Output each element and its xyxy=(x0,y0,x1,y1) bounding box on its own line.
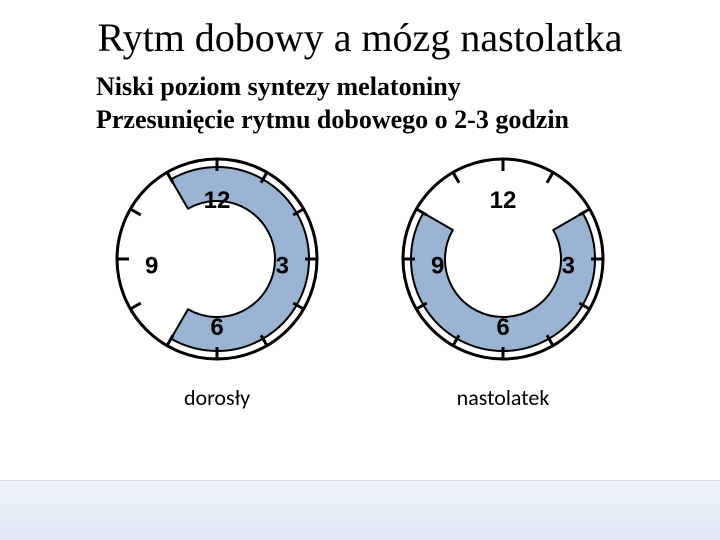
clock-label-adult: dorosły xyxy=(184,384,250,411)
svg-text:12: 12 xyxy=(490,187,517,214)
svg-text:9: 9 xyxy=(431,252,444,279)
page-title: Rytm dobowy a mózg nastolatka xyxy=(0,0,720,65)
clocks-row: 12 3 6 9 dorosły 12 3 6 9 nastolatek xyxy=(0,144,720,411)
svg-text:3: 3 xyxy=(562,252,575,279)
svg-text:3: 3 xyxy=(276,252,289,279)
svg-text:9: 9 xyxy=(145,252,158,279)
svg-text:12: 12 xyxy=(204,187,231,214)
subtitle-line-2: Przesunięcie rytmu dobowego o 2-3 godzin xyxy=(96,104,660,137)
svg-text:6: 6 xyxy=(496,314,509,341)
clock-teen: 12 3 6 9 nastolatek xyxy=(388,144,618,411)
footer-band xyxy=(0,480,720,540)
clock-svg-adult: 12 3 6 9 xyxy=(102,144,332,374)
clock-svg-teen: 12 3 6 9 xyxy=(388,144,618,374)
subtitle-line-1: Niski poziom syntezy melatoniny xyxy=(96,71,660,104)
clock-adult: 12 3 6 9 dorosły xyxy=(102,144,332,411)
svg-text:6: 6 xyxy=(210,314,223,341)
subtitle-block: Niski poziom syntezy melatoniny Przesuni… xyxy=(0,65,720,136)
clock-label-teen: nastolatek xyxy=(457,384,550,411)
